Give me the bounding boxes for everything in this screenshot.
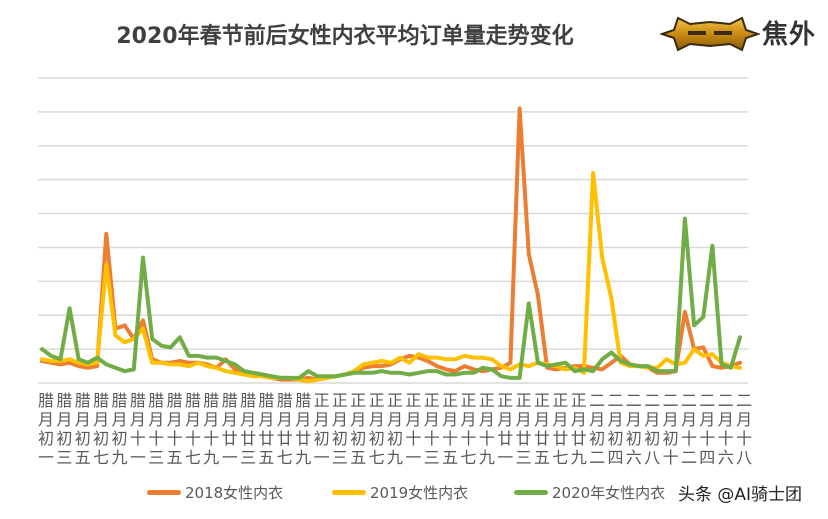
- x-tick-label: 腊月初一: [35, 392, 54, 468]
- x-tick-label: 腊月十五: [163, 392, 183, 468]
- watermark: 头条 @AI骑士团: [678, 480, 803, 505]
- x-tick-label: 正月十九: [475, 392, 495, 468]
- x-tick-label: 二月初十: [659, 392, 679, 468]
- bat-logo-icon: [660, 16, 760, 52]
- x-tick-label: 腊月初五: [71, 392, 91, 468]
- x-tick-label: 二月十六: [714, 392, 734, 468]
- x-tick-label: 腊月初七: [90, 392, 110, 468]
- x-tick-label: 腊月廿五: [255, 392, 275, 468]
- x-tick-label: 腊月初九: [108, 392, 128, 468]
- x-tick-label: 腊月廿一: [218, 392, 238, 468]
- x-tick-label: 正月初七: [365, 392, 385, 468]
- series-lines: [40, 106, 742, 384]
- x-tick-label: 二月十八: [733, 392, 753, 468]
- x-tick-label: 正月廿五: [531, 392, 550, 468]
- legend-label: 2020年女性内衣: [552, 484, 666, 502]
- x-tick-label: 二月初六: [622, 392, 642, 468]
- x-tick-label: 正月廿九: [567, 392, 587, 468]
- x-tick-label: 二月十四: [696, 392, 716, 468]
- x-tick-label: 腊月十三: [145, 392, 165, 468]
- x-tick-label: 腊月十七: [182, 392, 201, 468]
- legend-item-2019: 2019女性内衣: [332, 482, 468, 503]
- gridlines: [38, 77, 748, 384]
- x-tick-label: 二月初二: [586, 392, 606, 468]
- logo-text: 焦外: [762, 20, 817, 50]
- x-tick-label: 腊月廿七: [273, 392, 293, 468]
- legend-item-2020: 2020年女性内衣: [514, 482, 665, 503]
- x-tick-label: 正月初九: [384, 392, 403, 468]
- x-tick-label: 腊月初三: [53, 392, 73, 468]
- x-tick-label: 正月十一: [402, 392, 422, 468]
- legend-swatch-2018: [147, 490, 181, 495]
- x-tick-label: 正月初五: [347, 392, 367, 468]
- x-tick-label: 腊月廿三: [237, 392, 257, 468]
- legend-item-2018: 2018女性内衣: [147, 482, 283, 503]
- legend-swatch-2019: [332, 490, 366, 495]
- x-tick-label: 正月廿三: [512, 392, 532, 468]
- chart-title: 2020年春节前后女性内衣平均订单量走势变化: [116, 24, 574, 49]
- x-tick-label: 正月十三: [420, 392, 440, 468]
- x-tick-label: 二月十二: [678, 392, 697, 468]
- x-tick-label: 腊月廿九: [292, 392, 312, 468]
- x-tick-label: 正月十七: [457, 392, 477, 468]
- legend-label: 2019女性内衣: [370, 484, 469, 502]
- x-tick-label: 二月初四: [604, 392, 624, 468]
- series-line-2020: [40, 216, 742, 380]
- x-tick-label: 正月十五: [439, 392, 459, 468]
- legend-swatch-2020: [514, 490, 548, 495]
- x-tick-label: 正月廿七: [549, 392, 569, 468]
- x-tick-label: 二月初八: [641, 392, 661, 468]
- x-tick-label: 正月初一: [310, 392, 330, 468]
- x-tick-label: 正月廿一: [494, 392, 514, 468]
- legend-label: 2018女性内衣: [185, 484, 284, 502]
- x-tick-label: 腊月十九: [200, 392, 220, 468]
- x-tick-label: 腊月十一: [126, 392, 146, 468]
- x-tick-label: 正月初三: [328, 392, 348, 468]
